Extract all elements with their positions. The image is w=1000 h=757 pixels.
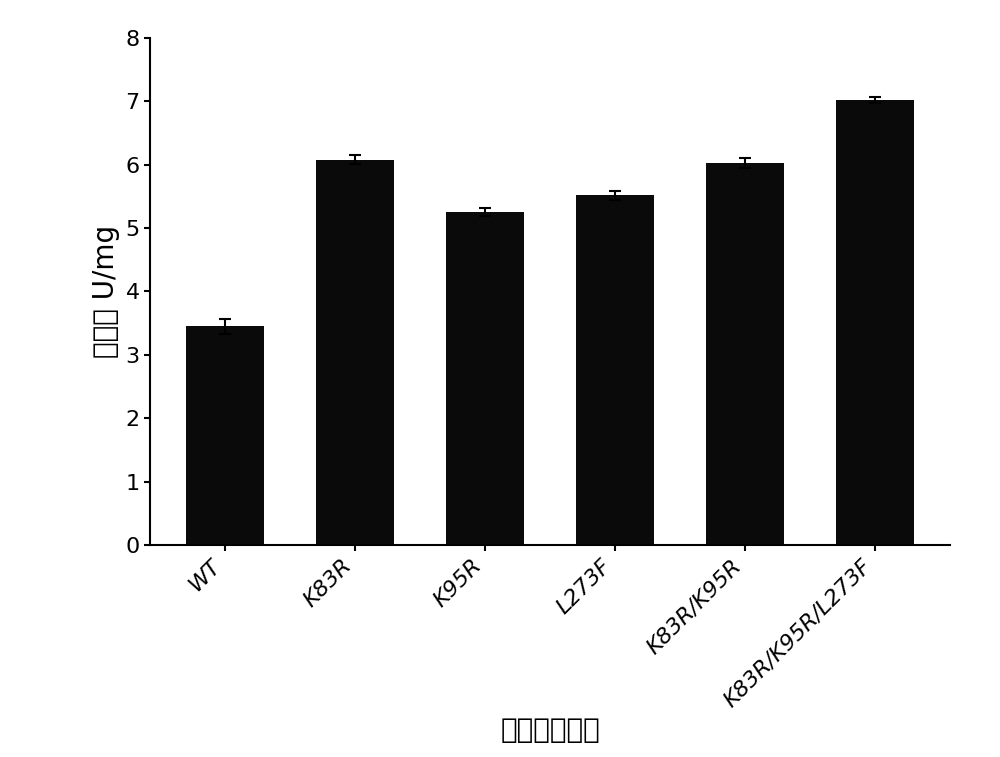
X-axis label: 亲本和突变株: 亲本和突变株 [500, 716, 600, 744]
Bar [836, 100, 914, 545]
Bar [186, 326, 264, 545]
Bar [706, 164, 784, 545]
Bar [576, 195, 654, 545]
Y-axis label: 比酶活 U/mg: 比酶活 U/mg [92, 225, 120, 358]
Bar [316, 160, 394, 545]
Bar [446, 212, 524, 545]
